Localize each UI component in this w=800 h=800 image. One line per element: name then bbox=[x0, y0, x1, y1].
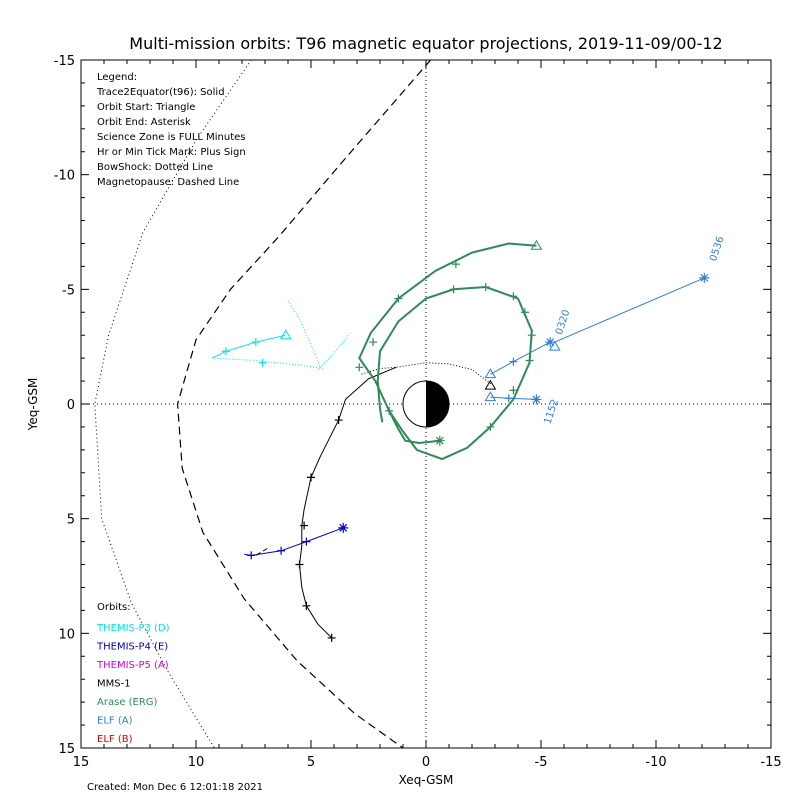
series-10-line bbox=[554, 277, 705, 343]
orbit-entry-3: MMS-1 bbox=[97, 679, 131, 690]
orbit-entry-0: THEMIS-P3 (D) bbox=[96, 623, 170, 634]
series-9-tick-3 bbox=[527, 331, 536, 340]
orbit-entry-5: ELF (A) bbox=[97, 716, 133, 727]
series-8-end-marker bbox=[434, 435, 445, 446]
series-4-end-marker bbox=[338, 522, 349, 533]
created-timestamp: Created: Mon Dec 6 12:01:18 2021 bbox=[87, 782, 263, 793]
series-5-line bbox=[255, 548, 268, 556]
orbits-heading: Orbits: bbox=[97, 602, 131, 613]
x-tick-label-5: -10 bbox=[645, 755, 666, 770]
series-9-tick-2 bbox=[525, 356, 534, 365]
series-8-tick-1 bbox=[394, 294, 403, 303]
series-0-tick-1 bbox=[221, 347, 230, 356]
orbit-entry-6: ELF (B) bbox=[97, 734, 133, 745]
series-6-start-marker bbox=[484, 379, 497, 390]
y-tick-label-0: -15 bbox=[54, 54, 75, 69]
series-9-tick-6 bbox=[481, 283, 490, 292]
y-tick-label-2: -5 bbox=[62, 283, 75, 298]
orbit-entry-4: Arase (ERG) bbox=[97, 697, 158, 708]
y-axis-label: Yeq-GSM bbox=[26, 378, 40, 432]
series-1-tick-0 bbox=[258, 358, 267, 367]
series-8-tick-2 bbox=[369, 338, 378, 347]
series-7-line bbox=[298, 366, 397, 639]
series-12-end-marker bbox=[531, 394, 542, 405]
x-axis-label: Xeq-GSM bbox=[399, 773, 454, 787]
series-7-tick-3 bbox=[295, 560, 304, 569]
series-10-start-marker bbox=[548, 340, 561, 351]
x-tick-label-2: 5 bbox=[307, 755, 315, 770]
x-tick-label-3: 0 bbox=[422, 755, 430, 770]
series-12-tick-0 bbox=[504, 394, 513, 403]
x-tick-label-4: -5 bbox=[535, 755, 548, 770]
legend-line-6: BowShock: Dotted Line bbox=[97, 162, 213, 173]
orbit-list: Orbits: THEMIS-P3 (D) THEMIS-P4 (E) THEMIS-… bbox=[96, 602, 170, 745]
series-7-tick-2 bbox=[300, 521, 309, 530]
series-9-tick-1 bbox=[509, 386, 518, 395]
series-11-end-marker bbox=[545, 337, 556, 348]
legend-line-3: Orbit End: Asterisk bbox=[97, 117, 191, 128]
series-0-tick-0 bbox=[251, 338, 260, 347]
legend-line-4: Science Zone is FULL Minutes bbox=[97, 132, 246, 143]
legend-line-5: Hr or Min Tick Mark: Plus Sign bbox=[97, 147, 246, 158]
series-8-tick-3 bbox=[355, 363, 364, 372]
legend: Legend: Trace2Equator(t96): Solid Orbit St… bbox=[96, 72, 246, 188]
series-7-tick-1 bbox=[307, 473, 315, 482]
x-tick-label-6: -15 bbox=[760, 755, 781, 770]
legend-line-2: Orbit Start: Triangle bbox=[97, 102, 195, 113]
series-9-tick-4 bbox=[520, 308, 529, 317]
series-8-line bbox=[358, 242, 537, 445]
chart-title: Multi-mission orbits: T96 magnetic equat… bbox=[129, 34, 722, 53]
bow-shock-line bbox=[94, 60, 252, 748]
x-tick-label-1: 10 bbox=[188, 755, 205, 770]
series-4-tick-1 bbox=[277, 546, 286, 555]
y-tick-label-1: -10 bbox=[54, 169, 75, 184]
legend-line-1: Trace2Equator(t96): Solid bbox=[96, 87, 225, 98]
series-11-start-marker bbox=[484, 368, 497, 379]
x-tick-label-0: 15 bbox=[73, 755, 90, 770]
earth-night-side bbox=[426, 381, 449, 427]
y-tick-label-5: 10 bbox=[58, 627, 75, 642]
series-9-tick-0 bbox=[486, 422, 495, 431]
series-8-start-marker bbox=[530, 239, 543, 250]
axes: 15 10 5 0 -5 -10 -15 -15 -10 -5 0 5 10 15 bbox=[54, 54, 782, 770]
series-11-tick-0 bbox=[509, 357, 518, 366]
legend-line-7: Magnetopause: Dashed Line bbox=[97, 177, 239, 188]
legend-line-0: Legend: bbox=[97, 72, 137, 83]
y-tick-label-3: 0 bbox=[67, 398, 75, 413]
series-4-tick-0 bbox=[302, 537, 311, 546]
series-12-start-marker bbox=[484, 391, 497, 402]
series-0-start-marker bbox=[279, 329, 292, 340]
series-6-line bbox=[361, 362, 491, 386]
y-tick-label-4: 5 bbox=[67, 513, 75, 528]
orbit-entry-1: THEMIS-P4 (E) bbox=[96, 642, 168, 653]
series-7-tick-4 bbox=[302, 601, 311, 610]
series-8-tick-4 bbox=[385, 406, 394, 415]
series-10-end-marker bbox=[699, 272, 710, 283]
series-0-line bbox=[211, 334, 286, 359]
orbit-entry-2: THEMIS-P5 (A) bbox=[96, 660, 169, 671]
y-tick-label-6: 15 bbox=[58, 742, 75, 757]
series-4-tick-2 bbox=[247, 551, 256, 560]
series-9-tick-7 bbox=[449, 285, 458, 294]
series-7-tick-0 bbox=[334, 416, 343, 425]
series-7-tick-5 bbox=[327, 633, 336, 642]
series-9-tick-5 bbox=[509, 292, 518, 301]
series-8-tick-0 bbox=[451, 260, 460, 269]
